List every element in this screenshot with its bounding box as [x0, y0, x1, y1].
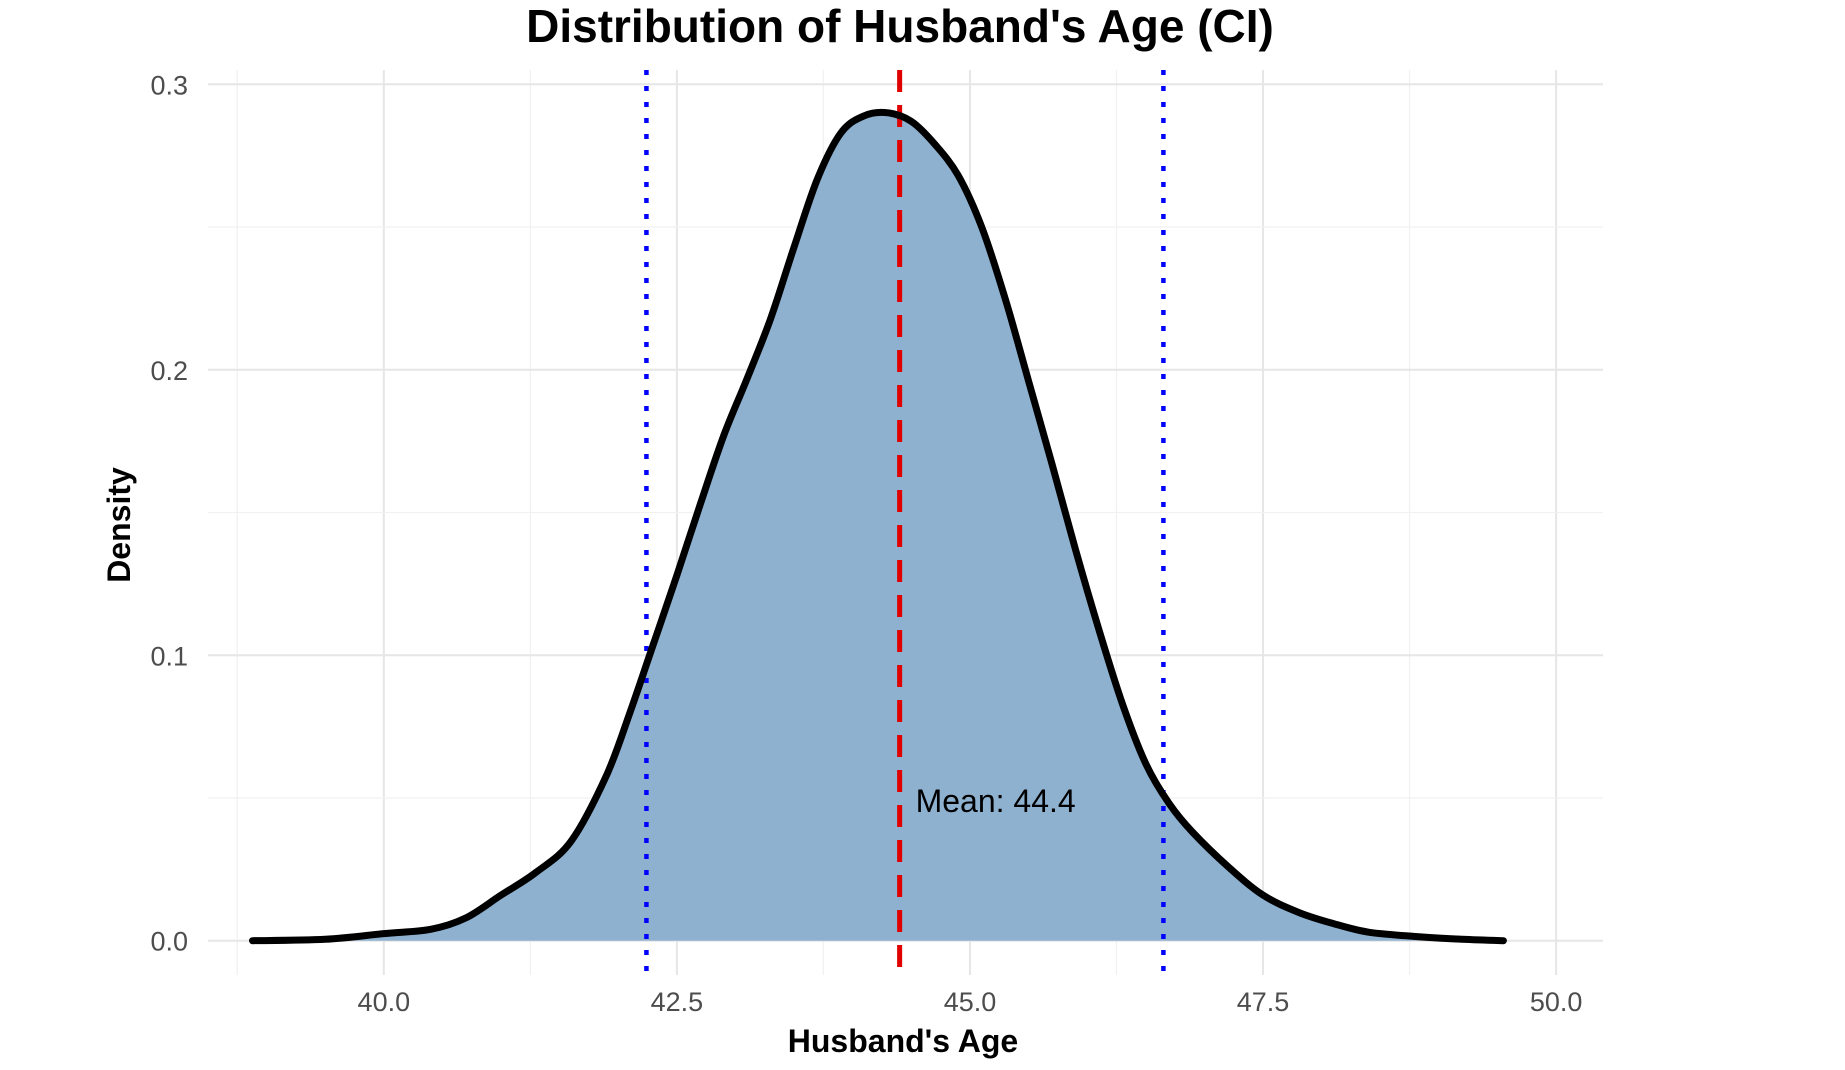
- x-tick-label: 45.0: [944, 987, 997, 1017]
- x-tick-label: 42.5: [651, 987, 704, 1017]
- y-tick-label: 0.0: [150, 927, 188, 957]
- y-tick-label: 0.2: [150, 356, 188, 386]
- mean-label: Mean: 44.4: [916, 783, 1076, 819]
- density-area: [252, 112, 1504, 941]
- density-fill: [252, 112, 1504, 941]
- y-tick-label: 0.1: [150, 641, 188, 671]
- y-axis-title: Density: [101, 467, 137, 583]
- chart-title: Distribution of Husband's Age (CI): [526, 0, 1274, 52]
- reference-lines: [249, 70, 1507, 975]
- y-tick-label: 0.3: [150, 70, 188, 100]
- x-tick-label: 47.5: [1237, 987, 1290, 1017]
- x-tick-label: 40.0: [358, 987, 411, 1017]
- x-tick-label: 50.0: [1530, 987, 1583, 1017]
- x-axis-title: Husband's Age: [788, 1023, 1018, 1059]
- tick-labels: 40.0 42.5 45.0 47.5 50.0 0.0 0.1 0.2 0.3: [150, 70, 1582, 1017]
- density-outline: [249, 108, 1507, 945]
